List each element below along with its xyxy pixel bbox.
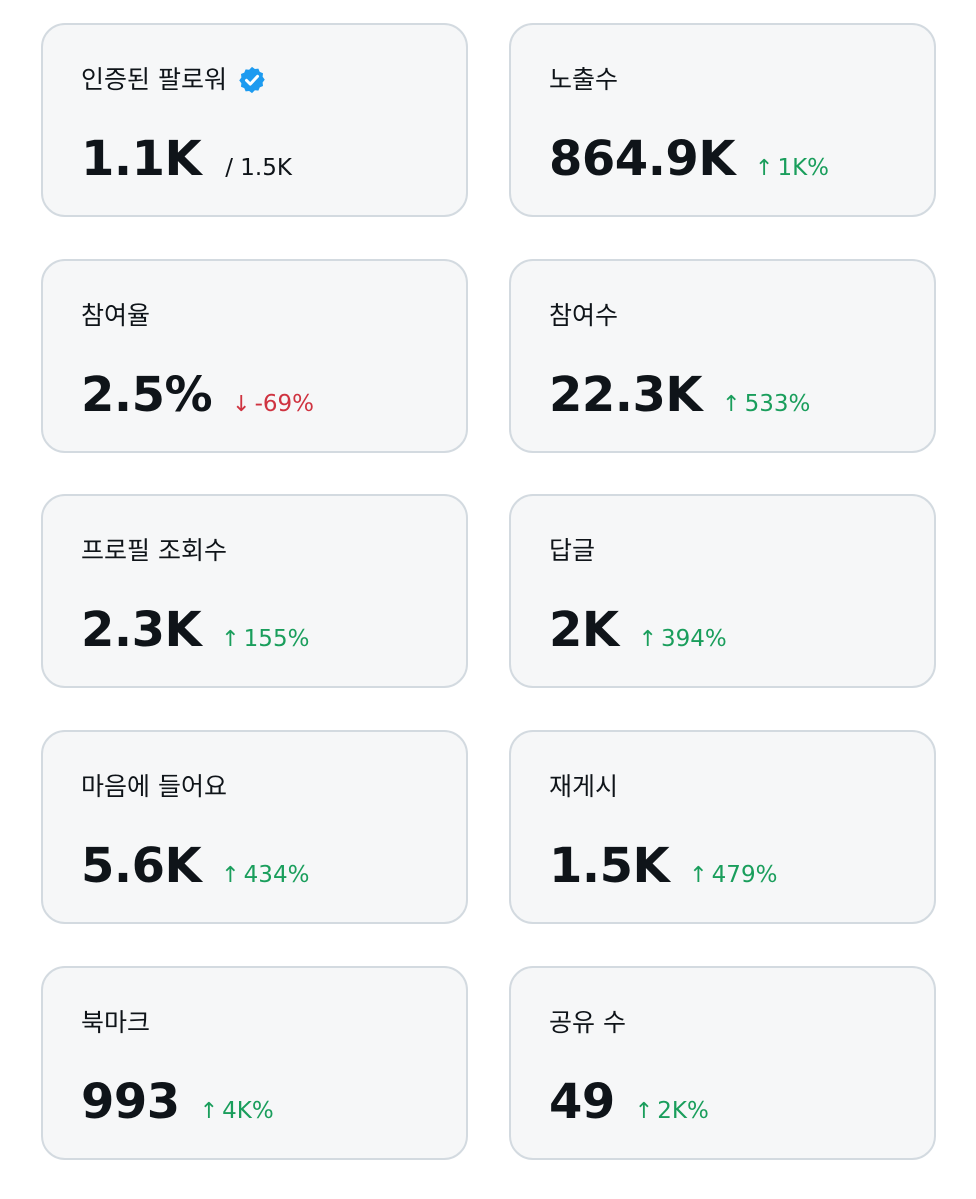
change-value: 1K%: [777, 155, 830, 181]
arrow-up-icon: ↑: [634, 1099, 654, 1124]
change-value: 394%: [661, 626, 727, 652]
arrow-up-icon: ↑: [722, 392, 741, 417]
value-row: 1.1K / 1.5K: [81, 131, 292, 187]
arrow-up-icon: ↑: [689, 863, 708, 888]
card-engagement-rate[interactable]: 참여율 2.5% ↓ -69%: [41, 259, 468, 453]
arrow-up-icon: ↑: [755, 156, 774, 181]
arrow-up-icon: ↑: [199, 1099, 219, 1124]
card-label: 인증된 팔로워: [81, 63, 267, 97]
card-label-text: 인증된 팔로워: [81, 65, 227, 94]
value-row: 49 ↑ 2K%: [549, 1074, 709, 1130]
card-profile-visits[interactable]: 프로필 조회수 2.3K ↑ 155%: [41, 494, 468, 688]
metric-value: 1.1K: [81, 131, 202, 187]
card-bookmarks[interactable]: 북마크 993 ↑ 4K%: [41, 966, 468, 1160]
metric-change: ↑ 1K%: [755, 155, 829, 181]
card-label: 참여율: [81, 301, 151, 330]
arrow-up-icon: ↑: [638, 627, 658, 652]
card-label: 답글: [549, 536, 596, 565]
value-row: 22.3K ↑ 533%: [549, 367, 810, 423]
change-value: 533%: [744, 391, 811, 417]
metric-value: 864.9K: [549, 131, 736, 187]
card-label: 참여수: [549, 301, 619, 330]
value-row: 864.9K ↑ 1K%: [549, 131, 829, 187]
change-value: 4K%: [222, 1098, 274, 1124]
change-value: -69%: [254, 391, 314, 417]
value-row: 2K ↑ 394%: [549, 602, 727, 658]
metric-value: 2.3K: [81, 602, 202, 658]
metric-value: 1.5K: [549, 838, 670, 894]
card-label: 마음에 들어요: [81, 772, 227, 801]
card-label: 공유 수: [549, 1008, 626, 1037]
card-reposts[interactable]: 재게시 1.5K ↑ 479%: [509, 730, 936, 924]
change-value: 155%: [243, 626, 310, 652]
value-row: 5.6K ↑ 434%: [81, 838, 309, 894]
arrow-up-icon: ↑: [221, 863, 240, 888]
change-value: 2K%: [657, 1098, 709, 1124]
metric-value: 993: [81, 1074, 180, 1130]
card-label: 프로필 조회수: [81, 536, 227, 565]
verified-badge-icon: [239, 66, 265, 94]
metric-change: ↑ 434%: [221, 862, 309, 888]
value-row: 2.5% ↓ -69%: [81, 367, 314, 423]
card-likes[interactable]: 마음에 들어요 5.6K ↑ 434%: [41, 730, 468, 924]
arrow-down-icon: ↓: [232, 392, 251, 417]
metric-change: ↑ 394%: [639, 626, 727, 652]
metric-change: ↑ 2K%: [635, 1098, 709, 1124]
card-engagements[interactable]: 참여수 22.3K ↑ 533%: [509, 259, 936, 453]
metric-value: 5.6K: [81, 838, 202, 894]
card-impressions[interactable]: 노출수 864.9K ↑ 1K%: [509, 23, 936, 217]
card-shares[interactable]: 공유 수 49 ↑ 2K%: [509, 966, 936, 1160]
metric-change: ↓ -69%: [232, 391, 314, 417]
metric-value: 49: [549, 1074, 615, 1130]
card-label: 재게시: [549, 772, 619, 801]
card-label: 노출수: [549, 65, 619, 94]
metric-change: ↑ 4K%: [200, 1098, 274, 1124]
card-label: 북마크: [81, 1008, 151, 1037]
value-row: 993 ↑ 4K%: [81, 1074, 274, 1130]
card-verified-followers[interactable]: 인증된 팔로워 1.1K / 1.5K: [41, 23, 468, 217]
card-replies[interactable]: 답글 2K ↑ 394%: [509, 494, 936, 688]
metric-change: ↑ 479%: [689, 862, 777, 888]
value-row: 1.5K ↑ 479%: [549, 838, 777, 894]
metric-change: ↑ 533%: [722, 391, 810, 417]
arrow-up-icon: ↑: [221, 627, 240, 652]
metric-value: 22.3K: [549, 367, 703, 423]
metric-change: ↑ 155%: [221, 626, 309, 652]
value-row: 2.3K ↑ 155%: [81, 602, 309, 658]
metric-value: 2.5%: [81, 367, 213, 423]
metric-total: / 1.5K: [225, 155, 292, 181]
change-value: 479%: [711, 862, 778, 888]
metric-value: 2K: [549, 602, 619, 658]
change-value: 434%: [243, 862, 310, 888]
